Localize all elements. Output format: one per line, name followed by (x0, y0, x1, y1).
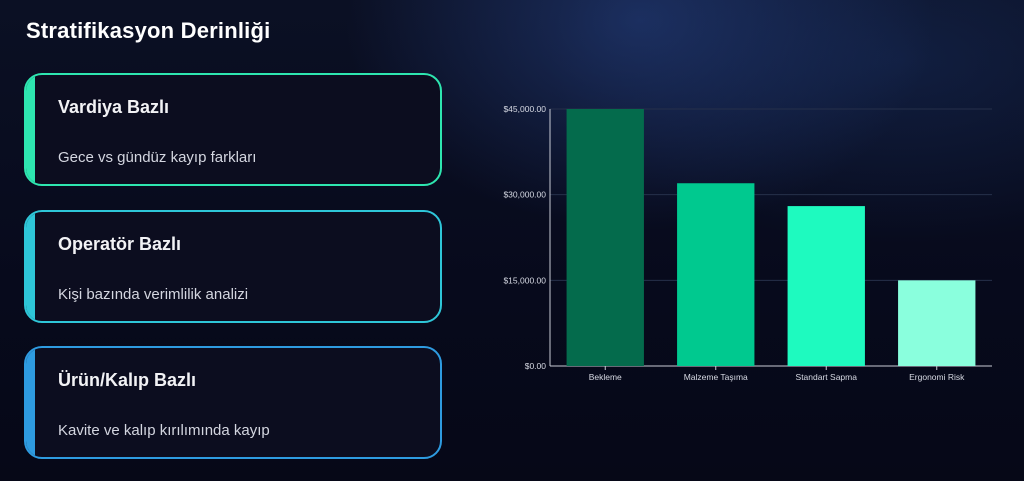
bar-chart: $0.00 $15,000.00 $30,000.00 $45,000.00 Bekle… (503, 104, 992, 382)
y-tick-label: $0.00 (525, 361, 547, 371)
x-tick-label: Standart Sapma (796, 372, 858, 382)
card-urun-kalip[interactable]: Ürün/Kalıp Bazlı Kavite ve kalıp kırılım… (24, 346, 442, 459)
y-tick-label: $45,000.00 (503, 104, 546, 114)
bar (677, 183, 755, 366)
card-accent-bar (26, 75, 35, 184)
x-tick-label: Bekleme (589, 372, 622, 382)
card-description: Kavite ve kalıp kırılımında kayıp (58, 422, 270, 439)
card-accent-bar (26, 348, 35, 457)
y-tick-label: $15,000.00 (503, 275, 546, 285)
page-title: Stratifikasyon Derinliği (26, 18, 271, 43)
card-description: Kişi bazında verimlilik analizi (58, 286, 249, 303)
card-accent-bar (26, 212, 35, 321)
bar (898, 280, 976, 366)
card-description: Gece vs gündüz kayıp farkları (58, 149, 257, 166)
bar (566, 109, 644, 366)
card-title: Vardiya Bazlı (58, 97, 170, 117)
bar (787, 206, 865, 366)
card-title: Ürün/Kalıp Bazlı (58, 370, 197, 390)
card-operator[interactable]: Operatör Bazlı Kişi bazında verimlilik a… (24, 210, 442, 323)
x-tick-label: Malzeme Taşıma (684, 372, 748, 382)
x-tick-label: Ergonomi Risk (909, 372, 965, 382)
card-vardiya[interactable]: Vardiya Bazlı Gece vs gündüz kayıp farkl… (24, 73, 442, 186)
y-tick-label: $30,000.00 (503, 190, 546, 200)
card-title: Operatör Bazlı (58, 234, 182, 254)
